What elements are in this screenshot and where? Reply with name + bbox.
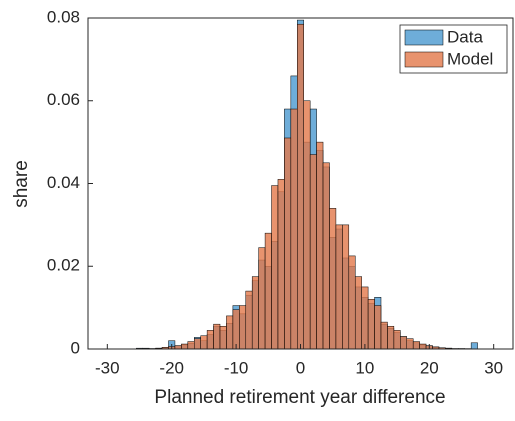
x-tick-label: -30 — [95, 358, 120, 377]
x-tick-label: 0 — [296, 358, 305, 377]
histogram-bar — [413, 342, 419, 349]
histogram-bar — [323, 163, 329, 349]
legend-swatch — [405, 30, 443, 45]
histogram-bar — [420, 344, 426, 349]
histogram-bar — [233, 310, 239, 349]
histogram-bar — [362, 287, 368, 349]
histogram-bar — [207, 330, 213, 349]
x-tick-label: -10 — [224, 358, 249, 377]
histogram-bar — [387, 326, 393, 349]
histogram-bar — [394, 330, 400, 349]
y-tick-label: 0.06 — [47, 90, 80, 109]
histogram-bar — [252, 277, 258, 349]
histogram-bar — [239, 306, 245, 349]
histogram-bar — [381, 322, 387, 349]
histogram-bar — [246, 291, 252, 349]
histogram-bar — [355, 277, 361, 349]
histogram-bar — [194, 339, 200, 349]
histogram-bar — [188, 342, 194, 349]
histogram-bar — [310, 155, 316, 349]
histogram-bar — [375, 306, 381, 349]
histogram-bar — [349, 256, 355, 349]
histogram-bar — [297, 24, 303, 349]
legend-swatch — [405, 52, 443, 67]
legend-label: Data — [447, 27, 483, 46]
legend-label: Model — [447, 49, 493, 68]
histogram-bar — [284, 138, 290, 349]
x-tick-label: 20 — [420, 358, 439, 377]
histogram-bar — [336, 225, 342, 349]
histogram-bar — [342, 225, 348, 349]
y-tick-label: 0.08 — [47, 7, 80, 26]
histogram-bar — [201, 336, 207, 349]
histogram-bar — [214, 324, 220, 349]
histogram-bar — [181, 344, 187, 349]
histogram-bar — [272, 186, 278, 349]
histogram-bar — [220, 326, 226, 349]
histogram-bar — [259, 248, 265, 349]
histogram-bar — [400, 337, 406, 349]
histogram-bar — [368, 299, 374, 349]
x-tick-label: 10 — [355, 358, 374, 377]
histogram-bar — [226, 316, 232, 349]
y-tick-label: 0 — [71, 338, 80, 357]
x-tick-label: 30 — [484, 358, 503, 377]
histogram-bar — [278, 179, 284, 349]
x-tick-label: -20 — [159, 358, 184, 377]
histogram-bar — [407, 339, 413, 349]
y-tick-label: 0.02 — [47, 256, 80, 275]
histogram-bar — [471, 343, 477, 349]
histogram-bar — [304, 101, 310, 349]
histogram-bar — [317, 142, 323, 349]
y-tick-label: 0.04 — [47, 173, 80, 192]
y-axis-label: share — [11, 160, 32, 208]
histogram-bar — [291, 109, 297, 349]
x-axis-label: Planned retirement year difference — [154, 387, 445, 408]
histogram-bar — [265, 233, 271, 349]
histogram-bar — [329, 208, 335, 349]
